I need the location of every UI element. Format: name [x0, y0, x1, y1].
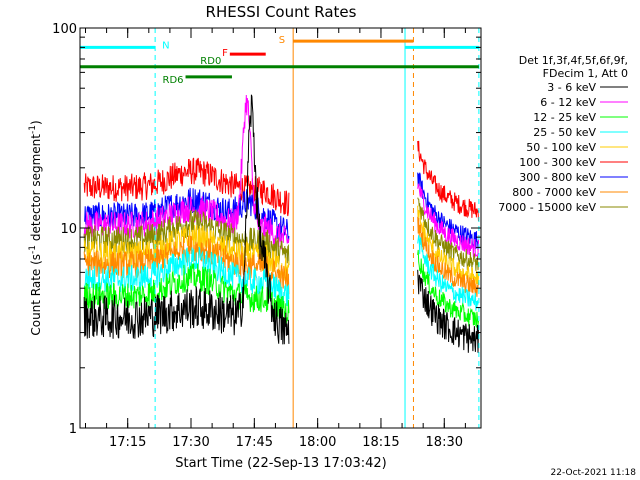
legend-entry-label: 3 - 6 keV [547, 81, 596, 94]
plot-area [80, 28, 480, 428]
series-line-6 [83, 140, 479, 222]
x-tick-label: 17:45 [236, 435, 273, 450]
series-line-2 [83, 94, 479, 258]
state-label-rd6: RD6 [163, 75, 184, 86]
y-axis-label: Count Rate (s-1 detector segment-1) [28, 120, 43, 335]
y-axis-label-part2: detector segment [29, 134, 43, 245]
legend-header-line: FDecim 1, Att 0 [543, 67, 628, 80]
legend-entry-label: 6 - 12 keV [540, 96, 596, 109]
axes: N RD0 RD6 F S 17:15 17:30 17:45 18:00 18:15 18:30 1… [52, 22, 481, 450]
y-tick-label: 100 [52, 22, 77, 37]
y-tick-label: 10 [60, 222, 77, 237]
legend-entry-label: 12 - 25 keV [533, 111, 596, 124]
legend-header-line: Det 1f,3f,4f,5f,6f,9f, [519, 54, 628, 67]
legend-entry-label: 800 - 7000 keV [512, 186, 596, 199]
legend-entry-label: 100 - 300 keV [519, 156, 596, 169]
x-tick-label: 17:15 [109, 435, 146, 450]
x-tick-label: 18:15 [362, 435, 399, 450]
legend-entry-label: 50 - 100 keV [526, 141, 596, 154]
x-axis-label: Start Time (22-Sep-13 17:03:42) [175, 456, 386, 471]
legend-entry-label: 300 - 800 keV [519, 171, 596, 184]
legend: Det 1f,3f,4f,5f,6f,9f,FDecim 1, Att 03 -… [498, 54, 628, 214]
y-axis-label-part1: Count Rate (s [29, 254, 43, 336]
x-tick-label: 17:30 [172, 435, 209, 450]
chart-title: RHESSI Count Rates [206, 3, 357, 21]
x-tick-label: 18:30 [426, 435, 463, 450]
series-line-1 [83, 94, 479, 353]
state-label-rd0: RD0 [200, 56, 221, 67]
x-tick-label: 18:00 [299, 435, 336, 450]
legend-entry-label: 7000 - 15000 keV [498, 201, 596, 214]
legend-entry-label: 25 - 50 keV [533, 126, 596, 139]
state-label-f: F [222, 48, 228, 59]
y-axis-label-sup1: -1 [28, 245, 38, 254]
state-label-n: N [162, 40, 169, 51]
y-axis-label-sup2: -1 [28, 125, 38, 134]
y-axis-label-part3: ) [29, 120, 43, 125]
series-line-3 [83, 249, 479, 329]
state-label-s: S [279, 35, 285, 46]
y-tick-label: 1 [69, 422, 77, 437]
footer-timestamp: 22-Oct-2021 11:18 [551, 468, 637, 478]
